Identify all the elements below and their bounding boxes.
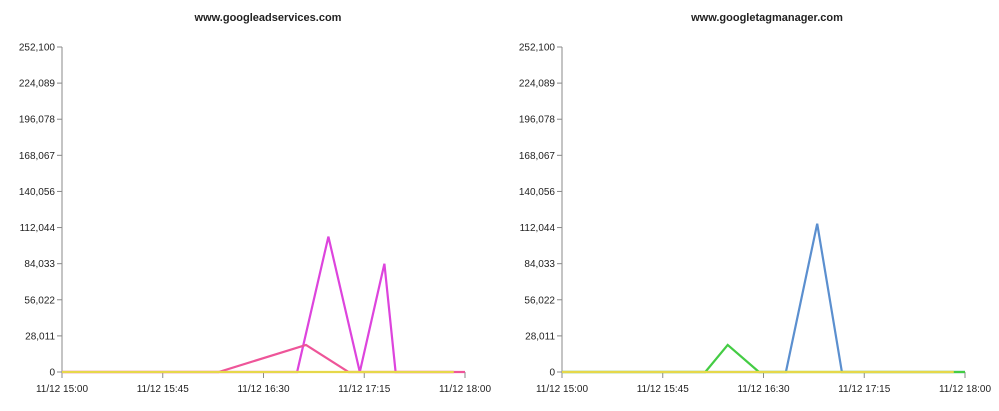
y-tick-label: 112,044 — [520, 223, 556, 234]
line-chart-2: www.googletagmanager.com 0 28,011 56,022 84,… — [519, 12, 992, 395]
y-tick-label: 84,033 — [524, 259, 555, 270]
y-tick-label: 252,100 — [519, 43, 556, 54]
y-tick-label: 84,033 — [24, 259, 55, 270]
y-tick-label: 196,078 — [19, 115, 56, 126]
series-line-1 — [62, 236, 454, 374]
y-tick-label: 140,056 — [519, 187, 556, 198]
series-line-2 — [562, 343, 965, 374]
y-tick-label: 168,067 — [19, 151, 56, 162]
x-tick-label: 11/12 18:00 — [439, 384, 492, 395]
y-tick-label: 112,044 — [20, 223, 56, 234]
y-tick-label: 168,067 — [519, 151, 556, 162]
x-tick-label: 11/12 17:15 — [838, 384, 891, 395]
y-tick-label: 28,011 — [25, 331, 55, 342]
y-tick-label: 224,089 — [519, 79, 556, 90]
x-tick-label: 11/12 15:45 — [637, 384, 690, 395]
y-tick-label: 196,078 — [519, 115, 556, 126]
chart-title: www.googleadservices.com — [194, 12, 342, 24]
y-tick-label: 56,022 — [524, 295, 555, 306]
x-tick-label: 11/12 15:00 — [36, 384, 89, 395]
x-tick-label: 11/12 15:45 — [137, 384, 190, 395]
y-tick-label: 224,089 — [19, 79, 56, 90]
x-tick-label: 11/12 16:30 — [237, 384, 290, 395]
y-tick-label: 140,056 — [19, 187, 56, 198]
line-chart-1: www.googleadservices.com 0 28,011 56,022 84,… — [19, 12, 492, 395]
y-tick-label: 252,100 — [19, 43, 56, 54]
x-tick-label: 11/12 16:30 — [737, 384, 790, 395]
x-tick-label: 11/12 17:15 — [338, 384, 391, 395]
y-tick-label: 28,011 — [525, 331, 555, 342]
y-tick-label: 56,022 — [24, 295, 55, 306]
x-tick-label: 11/12 18:00 — [939, 384, 992, 395]
series-line-1 — [562, 223, 965, 374]
x-tick-label: 11/12 15:00 — [536, 384, 589, 395]
y-tick-label: 0 — [549, 368, 555, 379]
series-line-2 — [62, 343, 465, 374]
chart-title: www.googletagmanager.com — [690, 12, 843, 24]
y-tick-label: 0 — [49, 368, 55, 379]
